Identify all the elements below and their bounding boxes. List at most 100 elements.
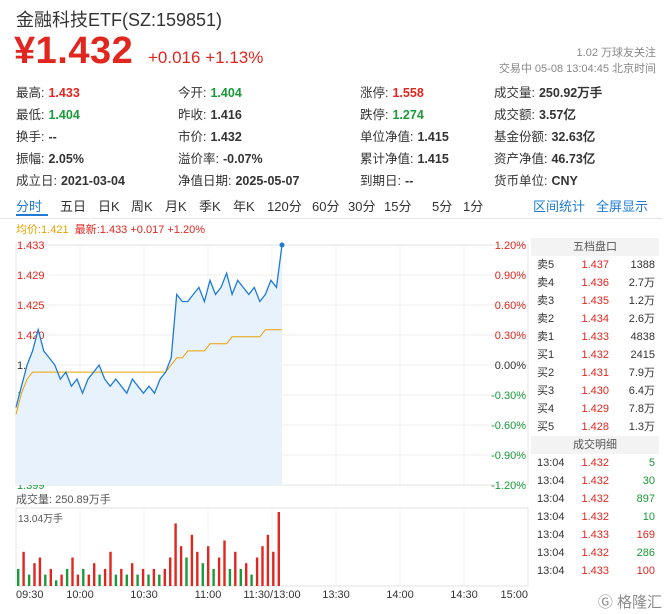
volume-bar [228,568,232,586]
volume-bar [179,546,183,586]
trade-row: 13:04 1.432 5 [531,454,659,472]
order-book-label: 买3 [537,385,555,397]
tab-period[interactable]: 年K [233,199,255,214]
volume-bar [185,557,188,586]
time-axis-label: 10:00 [66,589,94,601]
volume-bar [196,551,199,586]
follower-count[interactable]: 1.02 万球友关注 [576,47,656,59]
volume-bar [38,557,42,586]
volume-bar [125,574,128,586]
trade-vol: 30 [642,475,655,487]
quote-cell: 货币单位: CNY [494,170,578,192]
tab-period[interactable]: 30分 [348,199,376,214]
quote-cell: 市价: 1.432 [178,126,242,148]
quote-label: 今开: [178,86,207,100]
order-book-price: 1.434 [581,313,609,325]
quote-label: 单位净值: [360,130,414,144]
security-title: 金融科技ETF(SZ:159851) [16,10,223,30]
quote-cell: 成立日: 2021-03-04 [16,170,125,192]
fullscreen-link[interactable]: 全屏显示 [596,199,649,214]
trade-row: 13:04 1.433 100 [531,562,659,580]
order-book-vol: 7.8万 [628,403,655,415]
order-book-row: 卖2 1.434 2.6万 [531,310,659,328]
pct-axis-label: 0.00% [495,360,526,372]
volume-bar [27,574,31,586]
volume-bar [98,574,101,586]
trade-time: 13:04 [537,475,565,487]
order-book: 卖5 1.437 1388 卖4 1.436 2.7万 卖3 1.435 1.2万 卖2 1.434… [531,256,659,436]
trade-price: 1.432 [581,457,609,469]
time-axis-label: 11:00 [195,589,222,601]
volume-bar [33,563,36,586]
quote-cell: 单位净值: 1.415 [360,126,449,148]
watermark-text: 格隆汇 [616,594,662,611]
volume-bar [207,546,210,586]
quote-cell: 最高: 1.433 [16,82,80,104]
order-book-row: 卖5 1.437 1388 [531,256,659,274]
trade-price: 1.433 [581,565,609,577]
tab-period[interactable]: 五日 [60,199,87,214]
latest-price-legend: 最新:1.433 +0.017 +1.20% [74,224,205,236]
quote-label: 最低: [16,108,45,122]
trade-price: 1.432 [581,475,609,487]
quote-label: 到期日: [360,174,401,188]
volume-bar [17,568,20,586]
volume-bar [201,563,204,586]
quote-value: 1.274 [392,108,424,122]
trade-row: 13:04 1.432 30 [531,472,659,490]
time-axis-label: 15:00 [500,589,528,601]
active-tab-indicator [16,214,48,216]
period-tabs: 区间统计 全屏显示 分时 五日 日K 周K 月K 季K 年K 120分 60分 30分 15分 5分 1… [0,192,662,219]
tab-period[interactable]: 季K [199,199,221,214]
volume-bar [120,568,123,586]
volume-bar [141,568,145,586]
volume-bar [152,568,156,586]
interval-stats-link[interactable]: 区间统计 [533,199,586,214]
volume-bar [223,540,226,586]
pct-axis-label: 0.90% [495,270,526,282]
tab-period[interactable]: 月K [165,199,187,214]
quote-label: 累计净值: [360,152,414,166]
price-line [15,244,283,408]
tab-period[interactable]: 1分 [463,199,484,214]
tab-period[interactable]: 日K [98,199,120,214]
quote-row: 换手: -- 市价: 1.432 单位净值: 1.415 基金份额: 32.63亿 [16,126,656,148]
tab-period[interactable]: 分时 [16,199,43,214]
volume-bar [44,574,47,586]
volume-bar [22,551,25,586]
order-book-price: 1.437 [581,259,609,271]
volume-bar [239,568,242,586]
pct-axis-label: -0.60% [491,420,526,432]
trade-time: 13:04 [537,493,565,505]
tab-period[interactable]: 5分 [432,199,453,214]
tab-period[interactable]: 60分 [312,199,340,214]
order-book-price: 1.429 [581,403,609,415]
price-area [16,245,282,485]
pct-axis-label: -0.90% [491,450,526,462]
volume-bar [55,580,58,586]
time-axis-label: 13:30 [322,589,350,601]
change-value: +0.016 [148,48,201,67]
order-book-vol: 6.4万 [628,385,655,397]
time-axis-label: 14:00 [386,589,414,601]
trade-price: 1.433 [581,529,609,541]
quote-value: 2025-05-07 [235,174,300,188]
tab-period[interactable]: 120分 [267,199,302,214]
trade-vol: 100 [636,565,655,577]
volume-bar [250,574,253,586]
order-book-vol: 1.3万 [628,421,655,433]
order-book-vol: 4838 [630,331,655,343]
quote-label: 涨停: [360,86,389,100]
quote-label: 资产净值: [494,152,548,166]
avg-price-legend: 均价:1.421 [16,224,69,236]
quote-label: 溢价率: [178,152,219,166]
order-book-row: 买5 1.428 1.3万 [531,418,659,436]
volume-bar [266,534,270,586]
volume-bar [93,563,96,586]
tab-period[interactable]: 15分 [384,199,412,214]
trade-time: 13:04 [537,565,565,577]
quote-label: 市价: [178,130,207,144]
tab-period[interactable]: 周K [131,199,153,214]
quote-value: 1.404 [210,86,242,100]
